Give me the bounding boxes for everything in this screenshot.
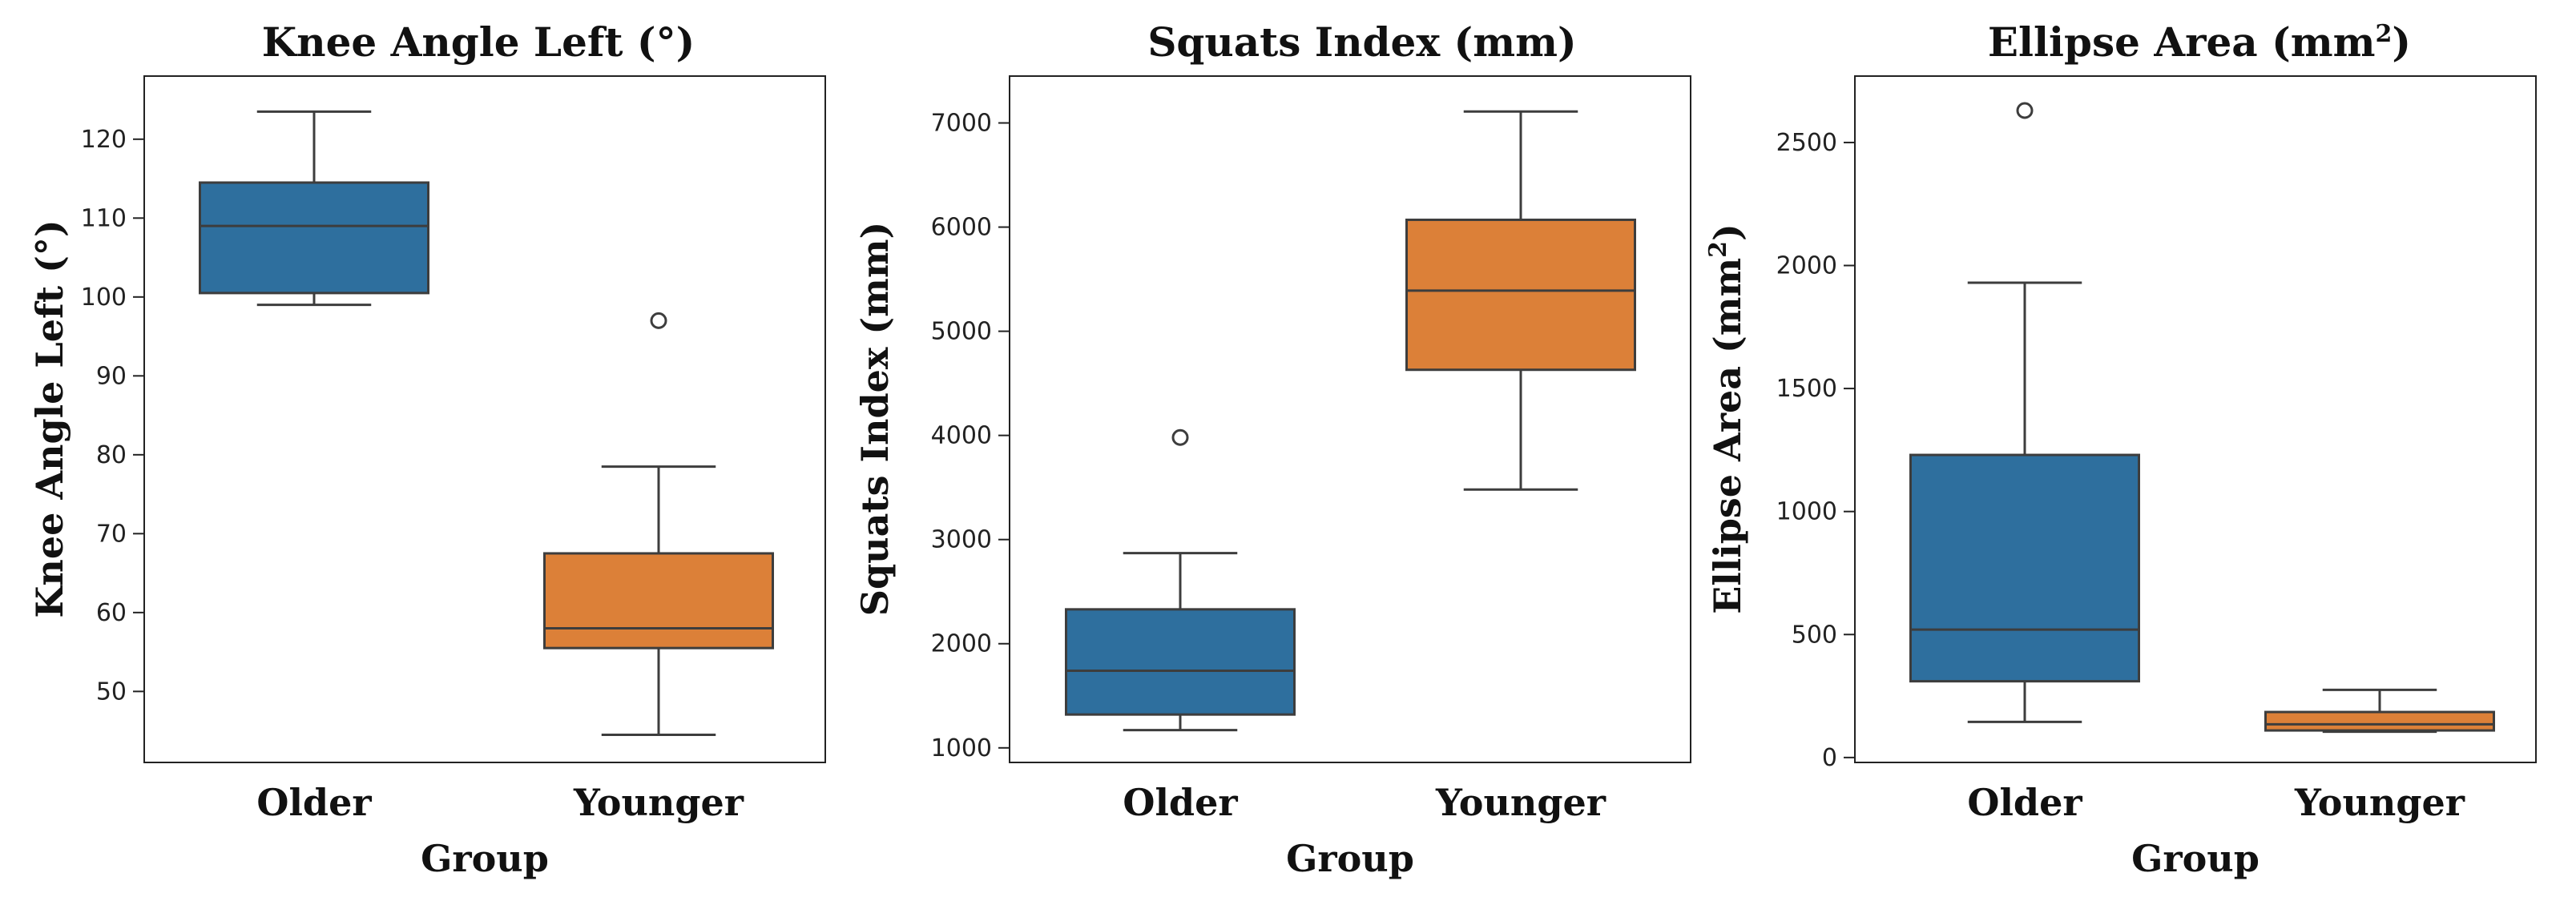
squats-index-boxes (1065, 110, 1636, 732)
squats-index-y-tick-label: 7000 (931, 110, 992, 138)
ellipse-area-y-tick-label: 0 (1822, 744, 1837, 772)
knee-angle-category-older: Older (256, 781, 372, 824)
ellipse-area-y-tick-label: 500 (1792, 621, 1837, 649)
knee-angle-box-older (199, 110, 429, 307)
ellipse-area-y-ticks: 0 500 1000 1500 2000 2500 (1776, 129, 1855, 772)
knee-angle-y-tick-label: 60 (96, 599, 127, 627)
iqr-box (199, 181, 429, 295)
squats-index-y-tick-label: 2000 (931, 630, 992, 658)
ellipse-area-x-axis-label: Group (2131, 837, 2260, 880)
squats-index-y-ticks: 1000 2000 3000 4000 5000 6000 7000 (931, 110, 1010, 762)
ellipse-area-category-older: Older (1967, 781, 2082, 824)
knee-angle-y-tick-label: 70 (96, 520, 127, 548)
outlier-point (2016, 102, 2034, 119)
squats-index-x-axis-label: Group (1286, 837, 1414, 880)
squats-index-box-younger (1405, 110, 1636, 491)
knee-angle-y-axis-label: Knee Angle Left (°) (28, 219, 71, 617)
squats-index-panel: Squats Index (mm) 1000 2000 3000 4000 5000 60… (853, 18, 1691, 880)
knee-angle-plot-frame (143, 75, 826, 763)
knee-angle-y-tick-label: 80 (96, 441, 127, 469)
ellipse-area-y-tick-label: 1500 (1776, 375, 1837, 403)
squats-index-category-younger: Younger (1435, 781, 1606, 824)
ellipse-area-box-older (1909, 102, 2140, 723)
ellipse-area-y-axis-label: Ellipse Area (mm2) (1704, 223, 1749, 614)
outlier-point (650, 312, 667, 329)
knee-angle-y-tick-label: 120 (81, 126, 127, 154)
iqr-box (2264, 710, 2495, 732)
squats-index-y-tick-label: 5000 (931, 318, 992, 346)
iqr-box (543, 552, 774, 650)
ellipse-area-panel: Ellipse Area (mm2) 05001000150020002500 … (1704, 18, 2537, 880)
iqr-box (1909, 453, 2140, 683)
squats-index-y-axis-label: Squats Index (mm) (853, 222, 897, 617)
knee-angle-box-younger (543, 312, 774, 737)
ellipse-area-y-tick-label: 2000 (1776, 252, 1837, 280)
knee-angle-title: Knee Angle Left (°) (262, 18, 695, 66)
knee-angle-y-tick-label: 50 (96, 678, 127, 706)
knee-angle-y-ticks: 50 60 70 80 90 100 110 120 (81, 126, 144, 706)
squats-index-y-tick-label: 1000 (931, 734, 992, 762)
knee-angle-y-tick-label: 110 (81, 204, 127, 232)
outlier-point (1171, 428, 1189, 446)
knee-angle-boxes (199, 110, 774, 737)
knee-angle-panel: Knee Angle Left (°) 5060708090100110120 … (28, 18, 826, 880)
knee-angle-x-axis-label: Group (421, 837, 549, 880)
ellipse-area-y-tick-label: 2500 (1776, 129, 1837, 157)
ellipse-area-boxes (1909, 102, 2495, 734)
ellipse-area-y-tick-label: 1000 (1776, 498, 1837, 526)
squats-index-plot-frame (1009, 75, 1691, 763)
squats-index-title: Squats Index (mm) (1147, 18, 1576, 66)
squats-index-y-tick-label: 6000 (931, 214, 992, 242)
knee-angle-y-tick-label: 90 (96, 362, 127, 390)
squats-index-box-older (1065, 428, 1296, 732)
ellipse-area-title: Ellipse Area (mm2) (1988, 18, 2411, 66)
iqr-box (1405, 218, 1636, 372)
squats-index-category-older: Older (1123, 781, 1238, 824)
ellipse-area-category-younger: Younger (2294, 781, 2465, 824)
squats-index-y-tick-label: 3000 (931, 526, 992, 554)
squats-index-y-tick-label: 4000 (931, 422, 992, 450)
knee-angle-category-younger: Younger (573, 781, 744, 824)
ellipse-area-plot-frame (1854, 75, 2537, 763)
ellipse-area-box-younger (2264, 688, 2495, 734)
iqr-box (1065, 608, 1296, 716)
knee-angle-y-tick-label: 100 (81, 284, 127, 312)
